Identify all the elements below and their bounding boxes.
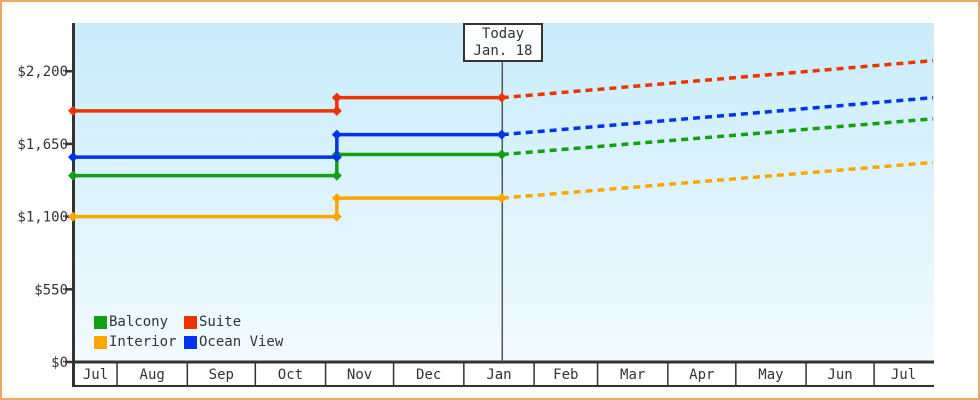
series-ocean-view-marker [331, 129, 342, 140]
y-tick-label: $1,650 [17, 137, 68, 153]
legend-swatch-balcony [94, 315, 107, 329]
month-cell-divider [735, 362, 737, 385]
legend-label-ocean-view: Ocean View [199, 334, 284, 350]
y-tick-label: $1,100 [17, 210, 68, 226]
legend-label-suite: Suite [199, 314, 242, 330]
month-label: Oct [278, 367, 303, 383]
month-label: Dec [416, 367, 441, 383]
legend-item-balcony: Balcony [94, 314, 184, 330]
series-ocean-view-marker [331, 152, 342, 163]
series-ocean-view-line [73, 132, 502, 159]
chart-legend: Balcony Suite Interior Ocean View [94, 314, 283, 350]
month-cell-divider [392, 362, 395, 385]
series-ocean-view-marker [68, 152, 78, 163]
month-label: Jun [827, 367, 852, 383]
legend-item-interior: Interior [94, 334, 184, 350]
y-tick [65, 142, 74, 146]
month-label: Nov [347, 367, 372, 383]
month-label: May [758, 367, 783, 383]
month-cell-divider [667, 362, 669, 385]
series-interior-marker [331, 211, 342, 222]
y-tick-label: $0 [51, 355, 68, 371]
series-interior-marker [68, 211, 78, 222]
month-label: Sep [209, 367, 234, 383]
series-interior-line [73, 196, 502, 219]
month-cell-divider [324, 362, 327, 385]
series-suite-marker [331, 105, 342, 116]
month-label: Jan [486, 367, 511, 383]
month-cell-divider [533, 362, 535, 385]
series-suite-marker [331, 92, 342, 103]
legend-label-balcony: Balcony [109, 314, 169, 330]
legend-swatch-suite [184, 315, 197, 329]
month-label: Mar [620, 367, 645, 383]
legend-item-suite: Suite [184, 314, 274, 330]
today-date-label: Jan. 18 [473, 42, 533, 59]
y-tick-label: $550 [34, 282, 68, 298]
today-marker-box: Today Jan. 18 [463, 23, 543, 62]
series-interior-marker [331, 193, 342, 204]
series-balcony-marker [331, 170, 342, 181]
series-balcony-marker [496, 149, 507, 160]
legend-row: Balcony Suite [94, 314, 274, 330]
legend-label-interior: Interior [109, 334, 177, 350]
series-interior-projection [501, 160, 934, 200]
month-row-bottom-border [72, 385, 934, 387]
month-cell-divider [596, 362, 599, 385]
month-label: Feb [553, 367, 578, 383]
y-tick [65, 69, 74, 73]
series-ocean-view-marker [496, 129, 507, 140]
y-tick-label: $2,200 [17, 64, 68, 80]
month-cell-divider [805, 362, 807, 385]
month-cell-divider [186, 362, 189, 385]
today-label: Today [481, 25, 525, 42]
series-suite-marker [496, 92, 507, 103]
series-balcony-projection [501, 117, 934, 157]
month-cell-divider [116, 362, 118, 385]
month-cell-divider [873, 362, 875, 385]
series-interior-marker [496, 193, 507, 204]
plot-background [74, 23, 934, 362]
month-label: Aug [140, 367, 165, 383]
month-cell-divider [463, 362, 465, 385]
series-balcony-line [73, 152, 502, 178]
legend-row: Interior Ocean View [94, 334, 283, 350]
y-axis [72, 23, 75, 387]
legend-item-ocean-view: Ocean View [184, 334, 283, 350]
series-suite-line [73, 95, 502, 113]
legend-swatch-interior [94, 335, 107, 349]
legend-swatch-ocean-view [184, 335, 197, 349]
month-cell-divider [254, 362, 257, 385]
series-balcony-marker [68, 170, 78, 181]
series-ocean-view-projection [501, 95, 934, 137]
month-label: Apr [689, 367, 714, 383]
series-suite-projection [501, 58, 934, 100]
y-tick [65, 360, 74, 364]
month-label: Jul [891, 367, 916, 383]
y-tick [65, 288, 74, 291]
series-suite-marker [68, 105, 78, 116]
month-label: Jul [83, 367, 108, 383]
